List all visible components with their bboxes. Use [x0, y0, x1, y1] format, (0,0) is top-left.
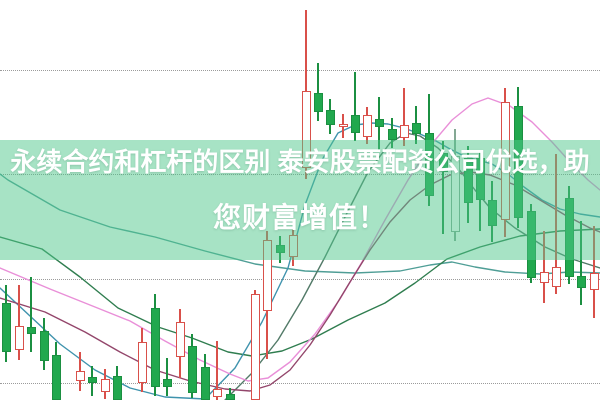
candle-body: [137, 342, 147, 383]
candle-body: [350, 115, 360, 133]
candle-body: [362, 115, 372, 137]
candle-wick: [580, 221, 582, 305]
candle-body: [387, 129, 397, 140]
candle-wick: [593, 226, 595, 318]
candle-body: [325, 110, 335, 125]
candle-body: [313, 93, 323, 112]
candle-body: [374, 119, 384, 127]
candle-body: [338, 124, 348, 127]
candle-body: [14, 326, 24, 350]
candle-wick: [18, 285, 20, 360]
candle-body: [87, 377, 97, 383]
dotted-gridline: [0, 383, 600, 384]
candle-body: [576, 276, 586, 288]
candle-wick: [216, 341, 218, 400]
candle-body: [162, 379, 172, 387]
candle-wick: [543, 231, 545, 303]
candle-body: [551, 267, 561, 287]
candle-wick: [166, 358, 168, 396]
candle-body: [187, 346, 197, 393]
candle-body: [589, 273, 599, 290]
candle-wick: [30, 277, 32, 352]
dotted-gridline: [0, 279, 600, 280]
candle-body: [399, 125, 409, 138]
candle-body: [51, 355, 61, 400]
candle-body: [225, 394, 235, 400]
candle-body: [539, 272, 549, 283]
candle-body: [39, 331, 49, 361]
candle-wick: [354, 72, 356, 141]
candle-body: [250, 294, 260, 400]
dotted-gridline: [0, 70, 600, 71]
candle-wick: [403, 88, 405, 146]
candle-body: [200, 367, 210, 400]
candle-body: [212, 389, 222, 397]
candle-wick: [317, 63, 319, 121]
candle-body: [26, 327, 36, 334]
ad-banner-overlay: 永续合约和杠杆的区别 泰安股票配资公司优选，助 您财富增值！: [0, 140, 600, 260]
candle-body: [175, 322, 185, 357]
candle-body: [411, 123, 421, 134]
banner-headline: 永续合约和杠杆的区别 泰安股票配资公司优选，助: [10, 147, 590, 177]
candle-body: [75, 371, 85, 381]
candle-body: [1, 303, 11, 352]
candle-body: [100, 379, 110, 392]
banner-subline: 您财富增值！: [212, 202, 387, 233]
candle-body: [150, 308, 160, 387]
candle-body: [112, 376, 122, 400]
